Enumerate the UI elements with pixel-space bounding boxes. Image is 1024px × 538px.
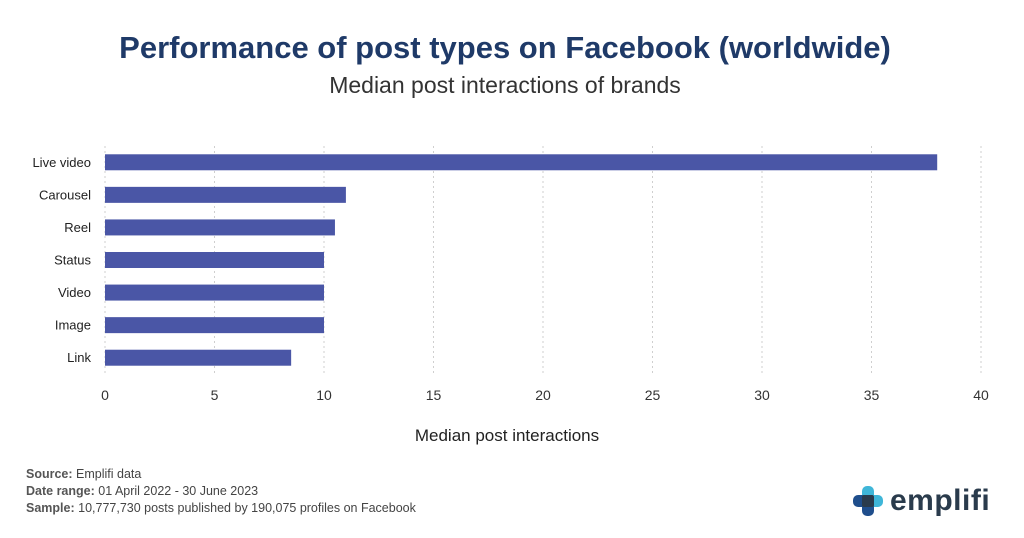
x-tick-label: 20: [535, 387, 551, 403]
x-tick-label: 25: [645, 387, 661, 403]
x-tick-label: 0: [101, 387, 109, 403]
chart-title: Performance of post types on Facebook (w…: [119, 30, 891, 65]
bar: [105, 349, 292, 366]
category-label: Carousel: [39, 187, 91, 202]
source-line: Source: Emplifi data: [26, 467, 142, 481]
x-tick-label: 35: [864, 387, 880, 403]
bar: [105, 284, 324, 301]
bar: [105, 186, 346, 203]
emplifi-logo-text: emplifi: [890, 484, 991, 517]
sample-line: Sample: 10,777,730 posts published by 19…: [26, 501, 416, 515]
bar-chart: Live video Carousel Reel Status Video Image Li…: [32, 146, 989, 445]
x-tick-label: 5: [211, 387, 219, 403]
x-tick-label: 40: [973, 387, 989, 403]
x-tick-labels: 0 5 10 15 20 25 30 35 40: [101, 387, 989, 403]
emplifi-logo: emplifi: [852, 484, 990, 518]
bar: [105, 252, 324, 268]
bar: [105, 219, 335, 236]
date-range-line: Date range: 01 April 2022 - 30 June 2023: [26, 484, 259, 498]
chart-subtitle: Median post interactions of brands: [329, 72, 681, 98]
category-label: Image: [55, 318, 91, 333]
bars: [105, 154, 938, 366]
category-label: Reel: [64, 220, 91, 235]
category-label: Status: [54, 253, 91, 268]
emplifi-logo-icon: [853, 486, 883, 516]
bar: [105, 154, 938, 171]
x-tick-label: 10: [316, 387, 332, 403]
category-label: Link: [67, 350, 91, 365]
category-labels: Live video Carousel Reel Status Video Image Li…: [32, 155, 91, 365]
x-axis-title: Median post interactions: [415, 426, 599, 445]
category-label: Video: [58, 285, 91, 300]
gridlines: [104, 146, 982, 374]
bar: [105, 317, 324, 334]
footer-notes: Source: Emplifi data Date range: 01 Apri…: [26, 466, 416, 517]
x-tick-label: 15: [426, 387, 442, 403]
category-label: Live video: [32, 155, 91, 170]
x-tick-label: 30: [754, 387, 770, 403]
